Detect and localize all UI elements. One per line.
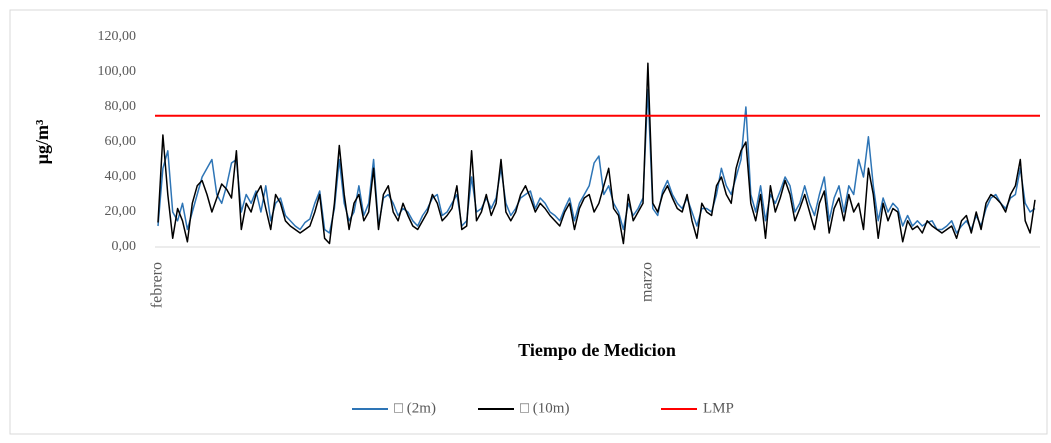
- y-axis-label: µg/m³: [32, 119, 52, 164]
- legend-label: □ (2m): [394, 400, 436, 416]
- x-axis-label: Tiempo de Medicion: [518, 340, 676, 360]
- y-tick-label: 100,00: [98, 64, 137, 79]
- legend-label: □ (10m): [520, 400, 569, 416]
- y-tick-label: 60,00: [105, 134, 137, 149]
- series-line: [157, 62, 1036, 245]
- y-tick-label: 80,00: [105, 99, 137, 114]
- x-tick-label: febrero: [149, 262, 166, 308]
- chart-border: [9, 9, 1048, 435]
- y-tick-label: 20,00: [105, 204, 137, 219]
- y-tick-label: 0,00: [112, 239, 137, 254]
- y-tick-label: 120,00: [98, 29, 137, 44]
- legend-label: LMP: [703, 400, 734, 416]
- x-tick-label: marzo: [639, 262, 656, 302]
- y-tick-label: 40,00: [105, 169, 137, 184]
- series-line: [157, 88, 1036, 234]
